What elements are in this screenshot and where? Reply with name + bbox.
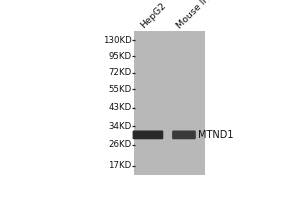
- Text: 72KD: 72KD: [108, 68, 132, 77]
- Text: 26KD: 26KD: [108, 140, 132, 149]
- Text: 55KD: 55KD: [108, 85, 132, 94]
- FancyBboxPatch shape: [133, 130, 163, 139]
- Text: HepG2: HepG2: [139, 1, 168, 30]
- Text: 34KD: 34KD: [108, 122, 132, 131]
- Text: 43KD: 43KD: [108, 103, 132, 112]
- Text: 95KD: 95KD: [109, 52, 132, 61]
- FancyBboxPatch shape: [172, 130, 196, 139]
- Bar: [134, 31, 205, 175]
- Text: Mouse liver tissue: Mouse liver tissue: [175, 0, 242, 30]
- Text: 130KD: 130KD: [103, 36, 132, 45]
- Text: MTND1: MTND1: [198, 130, 233, 140]
- Text: 17KD: 17KD: [108, 161, 132, 170]
